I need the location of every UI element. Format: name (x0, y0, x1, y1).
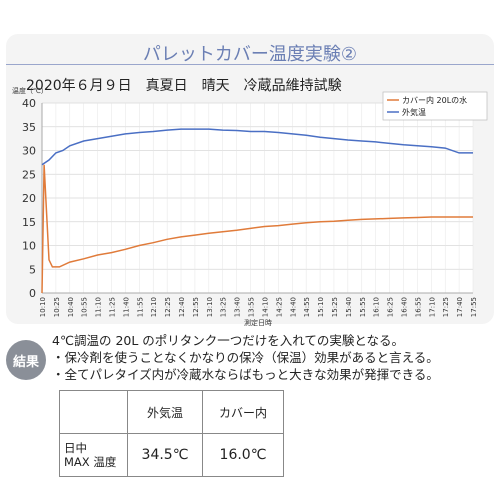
x-axis-label: 測定日時 (244, 318, 272, 327)
x-tick-label: 17:10 (428, 297, 436, 317)
y-tick-label: 5 (29, 263, 36, 276)
value-cover-inside: 16.0℃ (202, 433, 284, 477)
heading-underline (6, 64, 494, 65)
table-corner (59, 390, 128, 434)
x-tick-label: 15:10 (317, 297, 325, 317)
y-tick-label: 10 (22, 240, 36, 253)
y-tick-label: 40 (22, 97, 36, 110)
x-tick-label: 12:55 (192, 297, 200, 317)
x-tick-label: 10:25 (53, 297, 61, 317)
x-tick-label: 14:10 (261, 297, 269, 317)
x-tick-label: 16:40 (400, 297, 408, 317)
x-tick-label: 13:10 (206, 297, 214, 317)
x-tick-label: 13:40 (234, 297, 242, 317)
legend-box (382, 91, 488, 121)
series-line-1 (41, 164, 473, 294)
x-tick-label: 16:10 (373, 297, 381, 317)
x-tick-label: 12:25 (164, 297, 172, 317)
x-tick-label: 15:40 (345, 297, 353, 317)
summary-table: 外気温 カバー内 日中 MAX 温度 34.5℃ 16.0℃ (59, 390, 284, 477)
row-label-line1: 日中 (64, 441, 87, 455)
y-tick-label: 25 (22, 168, 36, 181)
y-tick-label: 15 (22, 216, 36, 229)
y-tick-label: 20 (22, 192, 36, 205)
x-tick-label: 14:55 (303, 297, 311, 317)
y-tick-label: 0 (29, 287, 36, 300)
x-tick-label: 15:55 (359, 297, 367, 317)
row-label-line2: MAX 温度 (64, 455, 117, 469)
x-tick-label: 12:40 (178, 297, 186, 317)
x-tick-label: 11:10 (95, 297, 103, 317)
x-tick-label: 15:25 (331, 297, 339, 317)
result-line: 4℃調温の 20L のポリタンク一つだけを入れての実験となる。 (52, 333, 405, 348)
header-outside-temp: 外気温 (127, 390, 203, 434)
x-tick-label: 14:40 (289, 297, 297, 317)
y-axis-label: 温度（℃） (12, 86, 48, 95)
x-tick-label: 11:25 (109, 297, 117, 317)
x-tick-label: 12:10 (150, 297, 158, 317)
chart-title: 2020年６月９日 真夏日 晴天 冷蔵品維持試験 (26, 78, 342, 94)
result-text: 4℃調温の 20L のポリタンク一つだけを入れての実験となる。 ・保冷剤を使うこ… (52, 332, 439, 383)
x-tick-label: 17:25 (442, 297, 450, 317)
result-line: ・保冷剤を使うことなくかなりの保冷（保温）効果があると言える。 (52, 350, 439, 365)
x-tick-label: 10:10 (39, 297, 47, 317)
page-heading: パレットカバー温度実験② (142, 44, 358, 65)
series-line-2 (41, 128, 473, 166)
y-tick-label: 35 (22, 121, 36, 134)
x-tick-label: 10:55 (81, 297, 89, 317)
x-tick-label: 10:40 (67, 297, 75, 317)
temperature-chart: 2020年６月９日 真夏日 晴天 冷蔵品維持試験 最高気温 31.5℃ 最低気温… (12, 78, 488, 327)
x-tick-label: 16:25 (387, 297, 395, 317)
x-tick-label: 13:55 (248, 297, 256, 317)
x-tick-label: 11:40 (122, 297, 130, 317)
y-tick-label: 30 (22, 145, 36, 158)
x-tick-label: 17:40 (456, 297, 464, 317)
x-tick-label: 13:25 (220, 297, 228, 317)
x-tick-label: 11:55 (136, 297, 144, 317)
legend-label-1: カバー内 20Lの水 (402, 95, 467, 105)
result-line: ・全てパレタイズ内が冷蔵水ならばもっと大きな効果が発揮できる。 (52, 367, 439, 382)
value-outside-temp: 34.5℃ (127, 433, 203, 477)
header-cover-inside: カバー内 (202, 390, 284, 434)
x-tick-label: 16:55 (414, 297, 422, 317)
row-label: 日中 MAX 温度 (59, 433, 128, 477)
x-tick-label: 14:25 (275, 297, 283, 317)
legend-label-2: 外気温 (402, 107, 426, 117)
x-tick-label: 17:55 (470, 297, 478, 317)
result-badge: 結果 (6, 340, 46, 380)
